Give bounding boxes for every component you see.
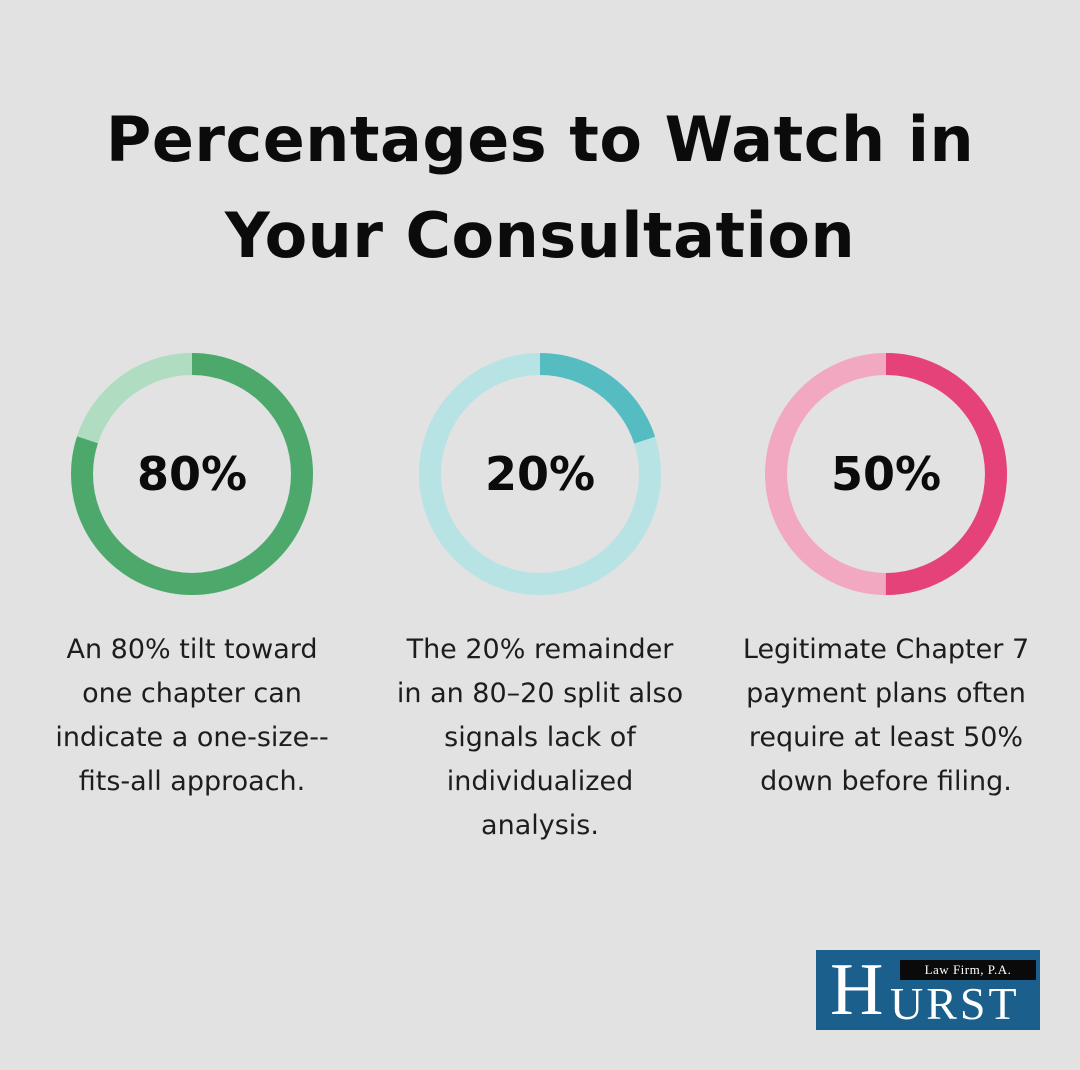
logo-initial: H: [830, 950, 884, 1030]
stat-80-description: An 80% tilt toward one chapter can indic…: [22, 628, 362, 804]
stat-20-desc-line: in an 80–20 split also: [396, 678, 684, 709]
stat-20-desc-line: signals lack of: [444, 722, 636, 753]
stat-20-description: The 20% remainder in an 80–20 split also…: [370, 628, 710, 848]
page-title: Percentages to Watch in Your Consultatio…: [0, 92, 1080, 284]
stat-80-desc-line: one chapter can: [82, 678, 302, 709]
donut-80: 80%: [70, 352, 314, 596]
stat-80: 80% An 80% tilt toward one chapter can i…: [22, 352, 362, 804]
stat-20-desc-line: individualized: [446, 766, 634, 797]
stat-20: 20% The 20% remainder in an 80–20 split …: [370, 352, 710, 848]
stat-50: 50% Legitimate Chapter 7 payment plans o…: [716, 352, 1056, 804]
hurst-law-firm-logo: H URST Law Firm, P.A.: [816, 950, 1040, 1030]
title-line-2: Your Consultation: [224, 199, 856, 272]
donut-20-label: 20%: [484, 447, 596, 501]
donut-80-label: 80%: [136, 447, 248, 501]
donut-50-svg: [765, 353, 1007, 595]
stat-20-desc-line: The 20% remainder: [406, 634, 674, 665]
title-line-1: Percentages to Watch in: [105, 103, 975, 176]
donut-20-value-arc: [419, 353, 661, 595]
stat-50-desc-line: require at least 50%: [748, 722, 1024, 753]
stat-80-desc-line: indicate a one-size-‑: [55, 722, 329, 753]
donut-20: 20%: [418, 352, 662, 596]
stat-80-desc-line: fits-all approach.: [78, 766, 306, 797]
donut-50-value-arc: [765, 353, 1007, 595]
donut-50-label: 50%: [830, 447, 942, 501]
donut-20-svg: [419, 353, 661, 595]
stat-50-desc-line: payment plans often: [746, 678, 1026, 709]
stat-50-description: Legitimate Chapter 7 payment plans often…: [716, 628, 1056, 804]
logo-tagline: Law Firm, P.A.: [900, 960, 1036, 980]
logo-name: URST: [890, 978, 1020, 1029]
donut-50: 50%: [764, 352, 1008, 596]
stat-50-desc-line: down before filing.: [760, 766, 1012, 797]
stat-80-desc-line: An 80% tilt toward: [66, 634, 318, 665]
stat-50-desc-line: Legitimate Chapter 7: [742, 634, 1030, 665]
stat-20-desc-line: analysis.: [481, 810, 599, 841]
donut-80-svg: [71, 353, 313, 595]
donut-80-value-arc: [71, 353, 313, 595]
